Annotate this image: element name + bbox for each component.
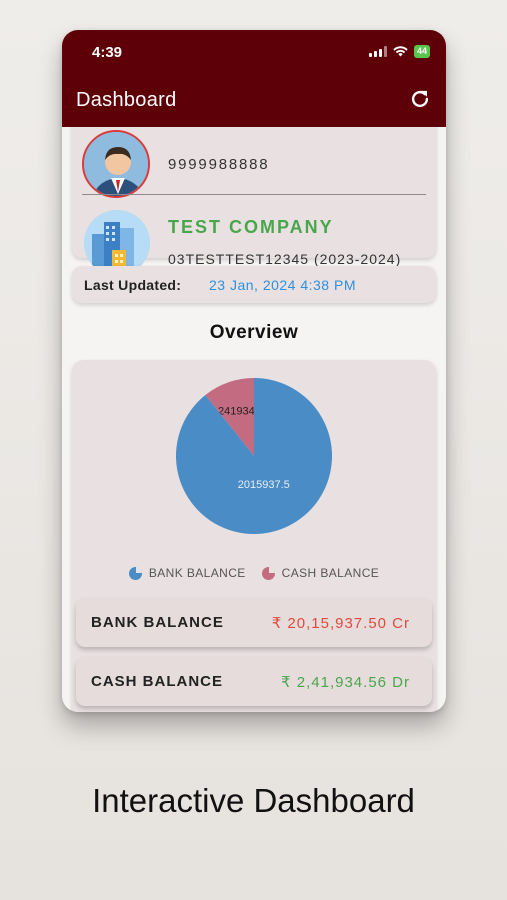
overview-title: Overview (209, 322, 299, 343)
last-updated-bar: Last Updated: 23 Jan, 2024 4:38 PM (72, 266, 436, 303)
pie-data-label: 2015937.5 (238, 479, 290, 491)
wifi-icon (393, 46, 408, 57)
legend-item-cash[interactable]: CASH BALANCE (261, 566, 380, 580)
last-updated-label: Last Updated: (84, 277, 182, 293)
chart-legend: BANK BALANCE CASH BALANCE (72, 566, 436, 580)
company-name: TEST COMPANY (168, 217, 334, 237)
app-bar: 4:39 44 Dashboard (62, 30, 446, 127)
legend-label: BANK BALANCE (148, 566, 246, 580)
status-time: 4:39 (92, 44, 123, 61)
divider (82, 194, 426, 195)
phone-screen: 9999988888 TEST COMPANY 03TESTTEST12345 … (62, 30, 446, 712)
pie-slice-bank-balance[interactable] (176, 378, 332, 534)
battery-icon: 44 (413, 45, 430, 58)
status-icons: 44 (368, 45, 430, 58)
company-buildings-icon (84, 210, 150, 276)
bank-balance-row[interactable]: BANK BALANCE ₹ 20,15,937.50 Cr (76, 598, 432, 647)
promo-caption: Interactive Dashboard (92, 782, 415, 819)
signal-icon (368, 46, 387, 57)
legend-item-bank[interactable]: BANK BALANCE (128, 566, 246, 580)
pie-icon (128, 566, 142, 580)
avatar (82, 130, 150, 198)
company-code: 03TESTTEST12345 (2023-2024) (168, 251, 402, 267)
cash-balance-label: CASH BALANCE (91, 673, 223, 690)
pie-slice-cash-balance[interactable] (205, 378, 254, 456)
page-title: Dashboard (76, 89, 177, 111)
cash-balance-value: ₹ 2,41,934.56 Dr (281, 674, 410, 691)
refresh-icon[interactable] (409, 88, 431, 110)
cash-balance-row[interactable]: CASH BALANCE ₹ 2,41,934.56 Dr (76, 657, 432, 706)
overview-chart-card: 241934.56 2015937.5 BANK BALANCE CASH BAL… (72, 360, 436, 712)
bank-balance-value: ₹ 20,15,937.50 Cr (271, 615, 410, 632)
pie-icon (261, 566, 275, 580)
bank-balance-label: BANK BALANCE (91, 614, 224, 631)
legend-label: CASH BALANCE (281, 566, 380, 580)
last-updated-value: 23 Jan, 2024 4:38 PM (209, 277, 356, 293)
profile-phone: 9999988888 (168, 156, 270, 173)
